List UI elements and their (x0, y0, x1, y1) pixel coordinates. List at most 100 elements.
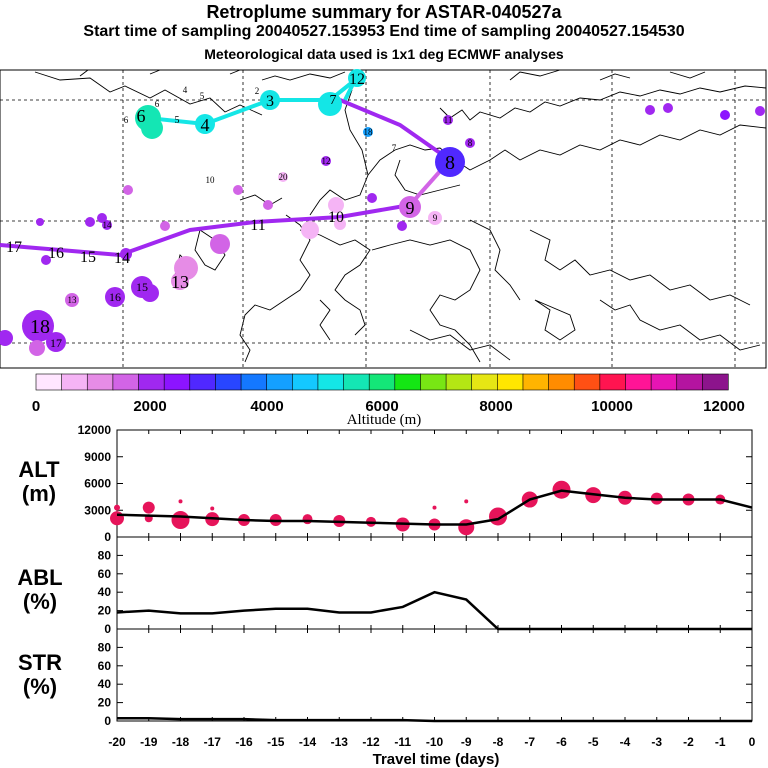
colorbar-segment (573, 373, 601, 391)
colorbar-tick-label: 0 (32, 398, 40, 415)
x-tick-label: -11 (394, 735, 411, 749)
map-label: 14 (114, 250, 130, 267)
colorbar-segment (394, 373, 422, 391)
x-tick-label: -8 (493, 735, 504, 749)
map-label: 8 (468, 138, 473, 148)
x-tick-label: -15 (267, 735, 285, 749)
x-tick-label: -12 (362, 735, 380, 749)
map-label: 18 (364, 127, 374, 137)
x-tick-label: -3 (651, 735, 662, 749)
str-ytick-label: 0 (104, 714, 111, 728)
colorbar-segment (317, 373, 345, 391)
alt-scatter-point (114, 504, 120, 511)
map-label: 4 (183, 85, 188, 95)
map-label: 17 (6, 239, 22, 256)
x-tick-label: -6 (556, 735, 567, 749)
str-ytick-label: 80 (98, 640, 112, 654)
x-tick-label: -7 (524, 735, 535, 749)
colorbar-segment (189, 373, 217, 391)
alt-ytick-label: 9000 (84, 450, 111, 464)
map-label: 17 (50, 336, 62, 350)
x-tick-label: -2 (683, 735, 694, 749)
map-label: 6 (124, 115, 129, 125)
alt-scatter-point (171, 511, 190, 530)
colorbar-segment (548, 373, 575, 391)
str-label-top: STR (18, 650, 62, 675)
alt-scatter-point (110, 511, 124, 526)
str-label: STR (%) (12, 651, 68, 699)
colorbar-segment (138, 373, 165, 391)
abl-label-top: ABL (17, 565, 63, 590)
sampling-times: Start time of sampling 20040527.153953 E… (83, 23, 685, 40)
str-ytick-label: 60 (98, 659, 112, 673)
abl-ytick-label: 80 (98, 548, 112, 562)
x-tick-label: -1 (715, 735, 726, 749)
map-label: 4 (201, 115, 210, 135)
map-label: 8 (445, 152, 455, 174)
alt-ytick-label: 3000 (84, 503, 111, 517)
colorbar-tick-label: 2000 (133, 398, 166, 415)
x-tick-label: -18 (172, 735, 190, 749)
abl-ytick-label: 20 (98, 604, 112, 618)
map-label: 18 (30, 316, 50, 338)
alt-ytick-label: 6000 (84, 477, 111, 491)
map-label: 7 (330, 93, 337, 108)
abl-ytick-label: 0 (104, 622, 111, 636)
colorbar-label: Altitude (m) (347, 412, 422, 428)
x-tick-label: -5 (588, 735, 599, 749)
alt-label-top: ALT (18, 457, 60, 482)
map-label: 11 (444, 115, 453, 125)
abl-panel-frame (116, 536, 753, 630)
colorbar-tick-label: 10000 (591, 398, 633, 415)
map-label: 14 (103, 220, 113, 230)
colorbar-segment (420, 373, 447, 391)
colorbar-segment (266, 373, 293, 391)
colorbar-segment (702, 373, 729, 391)
map-label: 5 (200, 91, 205, 101)
x-tick-label: -9 (461, 735, 472, 749)
x-tick-label: -20 (108, 735, 126, 749)
x-tick-label: -4 (620, 735, 631, 749)
str-ytick-label: 40 (98, 677, 112, 691)
map-label: 10 (206, 175, 216, 185)
map-label: 5 (175, 115, 180, 126)
abl-label: ABL (%) (12, 566, 68, 614)
colorbar-segment (625, 373, 652, 391)
str-series-line (117, 716, 752, 723)
alt-scatter-point (432, 505, 437, 510)
abl-ytick-label: 40 (98, 585, 112, 599)
map-label: 13 (171, 272, 189, 292)
map-label: 6 (155, 99, 160, 109)
map-label: 11 (250, 217, 265, 234)
alt-ytick-label: 12000 (78, 423, 112, 437)
map-label: 9 (406, 198, 415, 218)
map-label: 13 (68, 295, 78, 305)
colorbar-segment (343, 373, 370, 391)
alt-scatter-point (302, 514, 313, 525)
map-label: 15 (136, 280, 148, 294)
alt-scatter-point (458, 519, 475, 536)
colorbar-segment (497, 373, 524, 391)
map-label: 6 (137, 106, 146, 126)
str-label-bottom: (%) (22, 674, 58, 699)
colorbar-segment (471, 373, 498, 391)
x-axis-label: Travel time (days) (373, 751, 500, 768)
map-label: 12 (349, 71, 365, 88)
map-label: 10 (328, 209, 344, 226)
str-panel-frame (116, 628, 753, 722)
chart-title: Retroplume summary for ASTAR-040527a (206, 2, 562, 22)
map-label: 7 (392, 143, 397, 153)
alt-label-bottom: (m) (21, 481, 57, 506)
colorbar-segment (676, 373, 703, 391)
map-label: 2 (255, 86, 260, 96)
alt-label: ALT (m) (14, 458, 64, 506)
abl-ytick-label: 60 (98, 567, 112, 581)
x-tick-label: -19 (140, 735, 158, 749)
alt-series-line (116, 489, 753, 526)
x-tick-label: -13 (331, 735, 349, 749)
alt-scatter-point (142, 501, 155, 514)
abl-label-bottom: (%) (22, 589, 58, 614)
coastlines (34, 69, 767, 363)
colorbar-tick-label: 4000 (250, 398, 283, 415)
